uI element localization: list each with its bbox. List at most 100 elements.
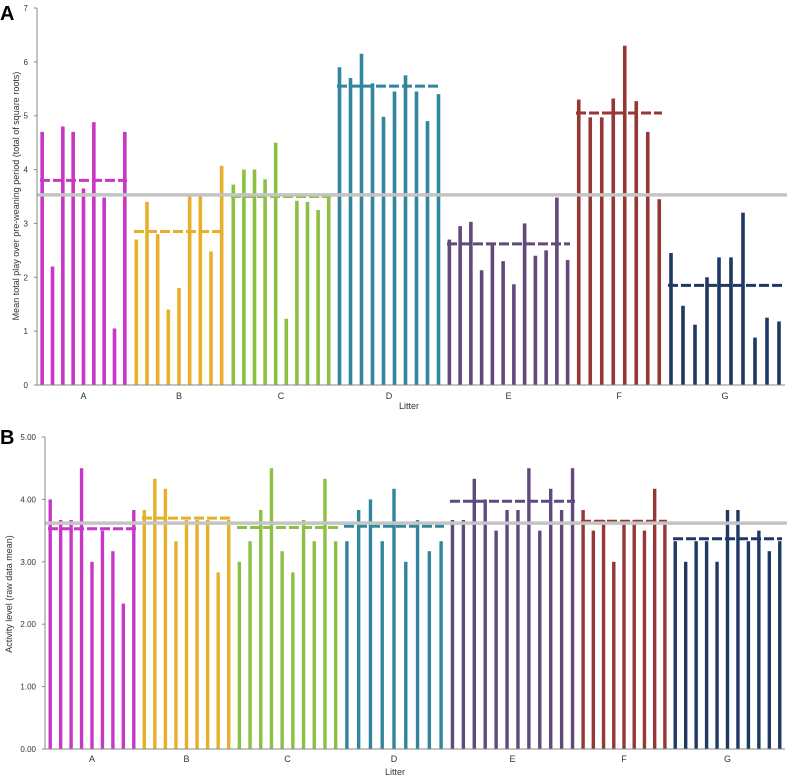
panel-b-bar-d — [380, 541, 384, 749]
panel-a-bar-a — [112, 328, 117, 385]
panel-a-y-tick-label: 0 — [24, 381, 29, 390]
panel-b-bar-d — [392, 488, 396, 749]
panel-b-bar-f — [581, 510, 585, 749]
panel-b-bar-d — [356, 510, 361, 749]
panel-a-bar-e — [501, 261, 505, 385]
panel-a-bar-e — [565, 260, 570, 385]
panel-b-bar-c — [248, 541, 252, 749]
panel-a-bar-g — [729, 257, 733, 385]
panel-b-bar-e — [472, 478, 476, 749]
panel-a-y-ticks: 0 1 2 3 4 5 6 7 — [24, 4, 37, 390]
panel-b-category-label: A — [89, 754, 95, 764]
panel-a-bar-e — [447, 239, 452, 385]
panel-a-bar-d — [359, 53, 364, 386]
panel-b-bar-e — [559, 510, 564, 749]
panel-b-bar-e — [483, 499, 487, 749]
panel-b-bar-a — [111, 551, 115, 749]
panel-b-bar-c — [312, 541, 316, 749]
panel-a-bar-d — [370, 83, 375, 386]
panel-b-bar-c — [323, 478, 327, 749]
panel-b-bar-f — [663, 519, 667, 749]
panel-a-bar-a — [40, 131, 44, 385]
panel-a-bar-e — [533, 255, 538, 385]
panel-b-bar-c — [259, 510, 263, 749]
panel-b-x-axis-title: Litter — [385, 767, 405, 777]
panel-b-bar-f — [632, 519, 636, 749]
panel-a-bar-e — [522, 223, 527, 385]
panel-a-bar-b — [187, 193, 192, 385]
panel-b-bar-a — [132, 510, 136, 749]
panel-a-bar-f — [611, 98, 616, 385]
panel-b-bar-b — [174, 541, 178, 749]
panel-b-y-tick-label: 3.00 — [20, 558, 36, 567]
panel-a-bar-d — [392, 91, 397, 385]
panel-b-bar-d — [404, 561, 408, 749]
panel-b-bar-e — [527, 468, 531, 749]
panel-a-bar-f — [645, 131, 650, 385]
panel-b-bar-b — [205, 519, 210, 749]
panel-a-bar-c — [242, 169, 246, 385]
panel-a-bar-a — [123, 131, 127, 385]
panel-a-bar-e — [512, 284, 516, 385]
panel-a-bar-c — [273, 142, 278, 385]
panel-a-bar-a — [71, 131, 75, 385]
panel-a-bar-e — [479, 270, 484, 385]
panel-b-category-label: G — [724, 754, 731, 764]
panel-a-bar-d — [425, 121, 430, 385]
panel-b-bar-a — [48, 499, 52, 749]
panel-a-bar-d — [337, 67, 342, 385]
panel-b-bar-b — [195, 519, 199, 749]
panel-b-y-axis-title: Activity level (raw data mean) — [4, 535, 14, 653]
panel-b-bar-e — [549, 488, 553, 749]
panel-a-bar-a — [61, 126, 65, 385]
panel-b-category-labels: A B C D E F G — [89, 754, 731, 764]
panel-b-bar-c — [301, 519, 306, 749]
panel-b-litter-means — [48, 499, 782, 541]
panel-b-bar-g — [715, 561, 719, 749]
panel-b-bar-b — [184, 519, 189, 749]
panel-a-bar-b — [209, 251, 213, 385]
panel-a-bar-f — [588, 117, 593, 385]
panel-b-bar-d — [415, 519, 420, 749]
panel-b-category-label: F — [621, 754, 627, 764]
panel-a-y-tick-label: 7 — [24, 4, 29, 13]
panel-b-bar-e — [505, 510, 509, 749]
panel-a-bar-b — [219, 165, 224, 385]
panel-b-category-label: D — [391, 754, 398, 764]
panel-a-bar-e — [490, 244, 495, 385]
panel-a-bar-f — [599, 117, 604, 385]
panel-a-bar-e — [458, 226, 462, 385]
panel-a-category-label: B — [176, 391, 182, 401]
panel-a-axes — [36, 8, 785, 386]
panel-a-bars — [40, 45, 781, 386]
panel-b-bar-g — [757, 530, 761, 749]
panel-a-chart: A Litter Mean total play over pre-weanin… — [0, 3, 787, 411]
panel-b-bar-b — [163, 488, 168, 749]
panel-a-y-axis-title: Mean total play over pre-weaning period … — [11, 72, 21, 321]
panel-b-bar-e — [538, 530, 542, 749]
panel-a-category-label: C — [278, 391, 285, 401]
panel-b-bar-a — [121, 603, 126, 749]
panel-a-bar-b — [134, 239, 139, 385]
panel-a-bar-g — [693, 324, 697, 385]
panel-a-bar-e — [469, 221, 473, 385]
panel-a-y-tick-label: 3 — [24, 219, 29, 228]
panel-a-bar-g — [753, 337, 757, 385]
panel-b-bar-e — [461, 519, 466, 749]
panel-b-bar-g — [767, 551, 772, 749]
panel-a-bar-b — [198, 193, 203, 385]
panel-a-category-label: D — [386, 391, 393, 401]
panel-a-category-labels: A B C D E F G — [80, 391, 728, 401]
panel-a-bar-g — [777, 321, 781, 385]
panel-b-category-label: C — [284, 754, 291, 764]
panel-b-y-tick-label: 5.00 — [20, 433, 36, 442]
panel-b-axes — [44, 437, 785, 750]
panel-a-y-tick-label: 1 — [24, 327, 29, 336]
panel-a-bar-f — [657, 199, 662, 385]
panel-a-y-tick-label: 2 — [24, 273, 29, 282]
panel-b-bar-c — [237, 561, 242, 749]
panel-a-category-label: F — [616, 391, 622, 401]
panel-a-bar-c — [295, 200, 299, 385]
panel-a-y-tick-label: 6 — [24, 58, 29, 67]
panel-b-y-tick-label: 1.00 — [20, 683, 36, 692]
